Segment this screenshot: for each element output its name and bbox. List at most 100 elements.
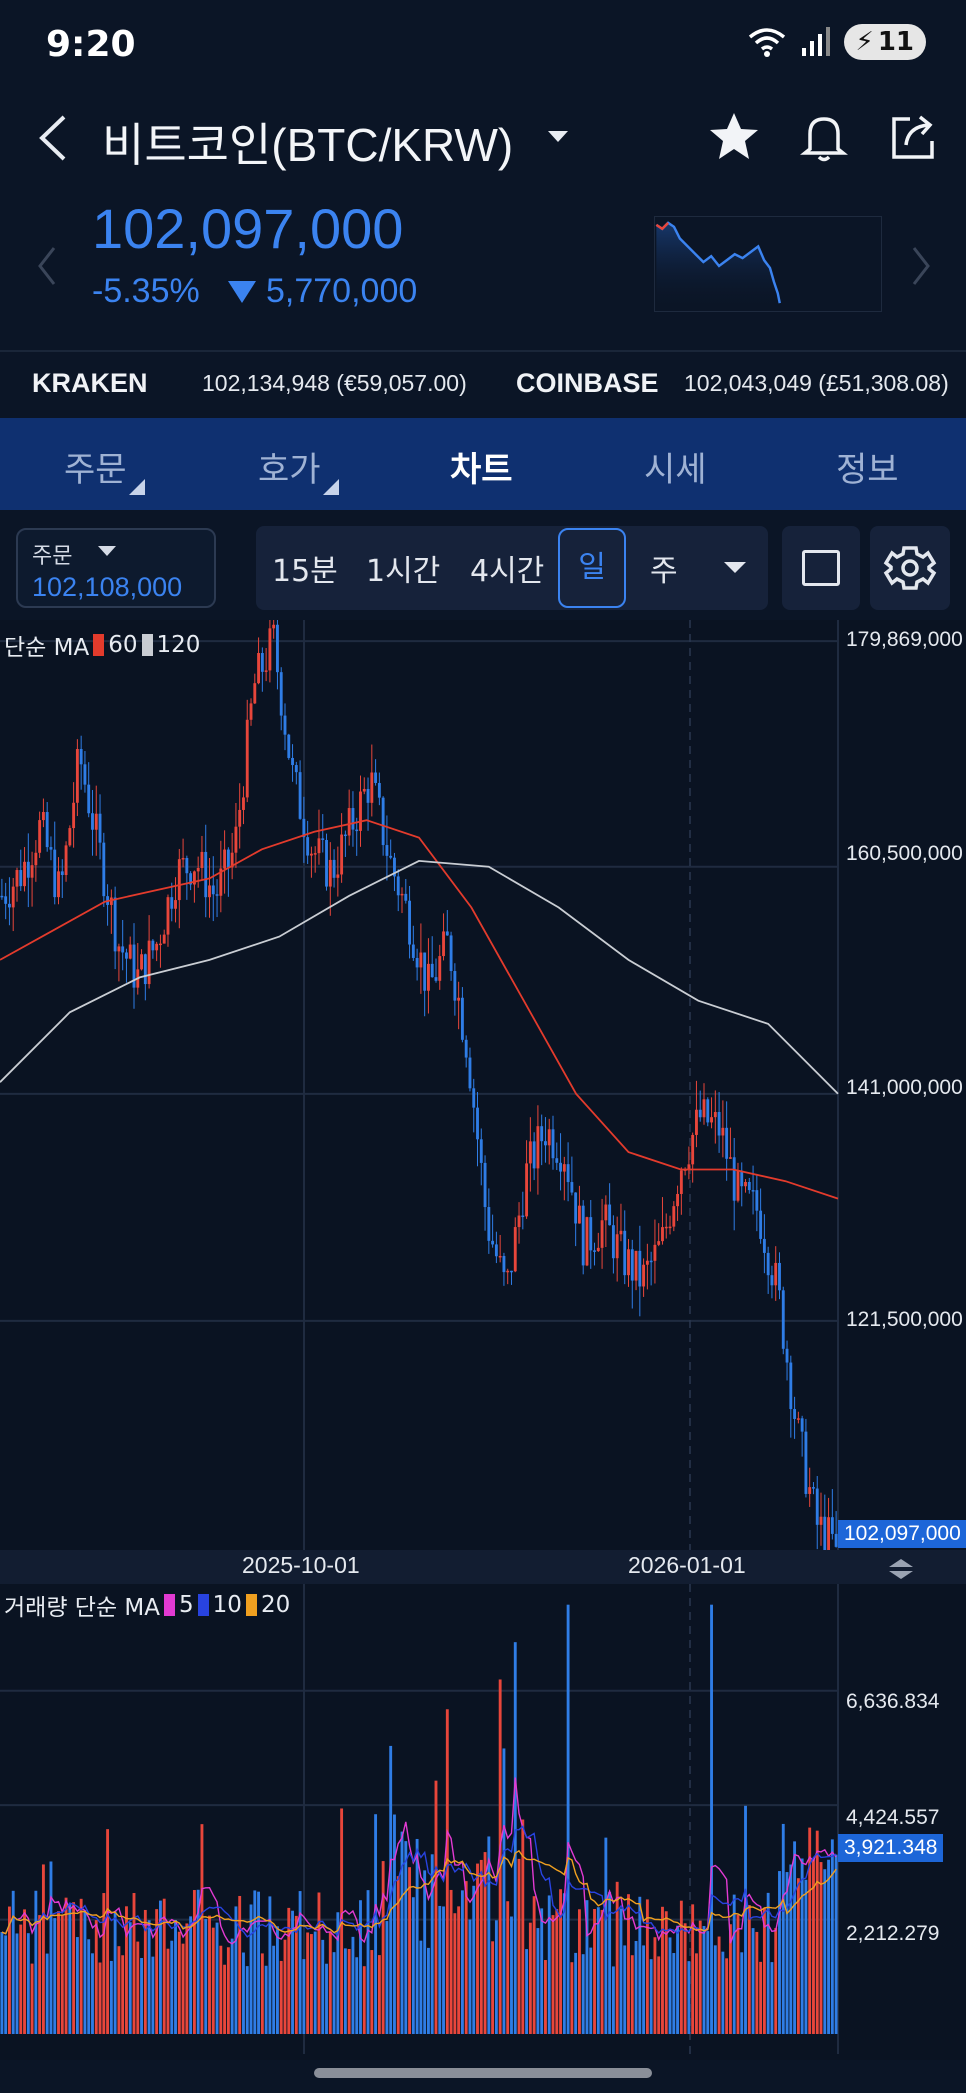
candle — [823, 1516, 827, 1550]
exchange-name: COINBASE — [516, 368, 659, 398]
market-dropdown-icon[interactable] — [548, 131, 568, 142]
candle — [796, 1418, 800, 1420]
candle — [570, 1182, 574, 1193]
candle — [185, 857, 189, 874]
vol-y-tick-label: 2,212.279 — [846, 1922, 940, 1945]
candle — [691, 1134, 695, 1165]
period-day[interactable]: 일 — [558, 528, 626, 608]
candle — [57, 871, 60, 898]
tab-order[interactable]: 주문 — [64, 442, 145, 495]
volume-bar — [589, 1947, 593, 2034]
volume-bar — [498, 1679, 502, 2034]
period-4h[interactable]: 4시간 — [470, 554, 545, 589]
order-value: 102,108,000 — [32, 572, 183, 602]
x-tick-label: 2026-01-01 — [628, 1552, 746, 1578]
price-chart[interactable] — [0, 620, 966, 1550]
candle — [374, 772, 378, 783]
volume-bar — [725, 1958, 729, 2034]
volume-bar — [0, 1932, 4, 2034]
volume-bar — [125, 1906, 128, 2034]
mini-price-chart — [654, 216, 882, 312]
order-price-box[interactable]: 주문 102,108,000 — [16, 528, 216, 608]
candle — [242, 797, 245, 810]
candle — [536, 1126, 540, 1169]
exchange-name: KRAKEN — [32, 368, 148, 398]
candle — [608, 1204, 612, 1226]
star-icon[interactable] — [706, 109, 762, 165]
candle — [294, 765, 298, 773]
candle — [800, 1418, 804, 1432]
volume-bar — [691, 1904, 695, 2034]
volume-bar — [774, 1928, 778, 2034]
candle — [264, 670, 268, 672]
tab-chart[interactable]: 차트 — [450, 450, 513, 490]
period-dropdown-icon[interactable] — [724, 562, 746, 573]
candle — [226, 849, 230, 868]
volume-chart[interactable] — [0, 1584, 966, 2054]
volume-bar — [611, 1966, 615, 2034]
candle — [15, 870, 19, 887]
candle — [19, 870, 23, 887]
candle — [453, 971, 457, 1001]
candle — [834, 1533, 838, 1547]
candle — [491, 1240, 495, 1245]
volume-bar — [185, 1923, 189, 2034]
candle — [287, 734, 291, 758]
candle — [623, 1230, 627, 1276]
resize-handle-icon[interactable] — [886, 1556, 916, 1582]
back-arrow-icon[interactable] — [34, 113, 74, 163]
volume-bar — [808, 1827, 812, 2034]
volume-bar — [789, 1864, 793, 2034]
volume-bar — [57, 1911, 60, 2034]
volume-bar — [396, 1876, 400, 2034]
candle — [34, 852, 38, 866]
volume-bar — [162, 1898, 166, 2034]
candle — [562, 1164, 566, 1172]
volume-bar — [45, 1953, 49, 2034]
prev-market-icon[interactable] — [36, 246, 58, 286]
change-amount-value: 5,770,000 — [266, 272, 418, 310]
volume-bar — [721, 1951, 725, 2034]
volume-bar — [136, 1941, 140, 2034]
settings-button[interactable] — [870, 526, 950, 610]
volume-bar — [664, 1911, 668, 2034]
candle — [400, 893, 404, 896]
tab-label: 주문 — [64, 450, 127, 490]
candle — [619, 1230, 623, 1235]
volume-bar — [151, 1956, 155, 2034]
chart-type-button[interactable] — [782, 526, 860, 610]
tab-market-price[interactable]: 시세 — [644, 450, 707, 490]
volume-bar — [355, 1957, 359, 2034]
period-1h[interactable]: 1시간 — [366, 554, 441, 589]
market-title[interactable]: 비트코인(BTC/KRW) — [102, 119, 514, 171]
period-week[interactable]: 주 — [650, 554, 678, 589]
candle — [370, 772, 374, 803]
candle — [627, 1249, 630, 1276]
candle — [64, 845, 68, 876]
volume-bar — [713, 1945, 717, 2034]
candle — [166, 897, 170, 935]
y-tick-label: 141,000,000 — [846, 1076, 963, 1099]
chart-area[interactable]: 단순 MA 60 120 179,869,000 160,500,000 141… — [0, 620, 966, 2060]
volume-bar — [800, 1858, 804, 2034]
candle — [189, 873, 193, 885]
volume-bar — [370, 1950, 374, 2034]
period-selector: 15분 1시간 4시간 일 주 — [256, 526, 768, 610]
next-market-icon[interactable] — [910, 246, 932, 286]
volume-bar — [755, 1931, 759, 2034]
volume-bar — [815, 1830, 819, 2034]
candle — [679, 1170, 683, 1194]
candle — [45, 812, 49, 848]
tab-info[interactable]: 정보 — [836, 450, 899, 490]
bell-icon[interactable] — [796, 109, 852, 165]
candle — [215, 894, 219, 896]
period-15m[interactable]: 15분 — [272, 554, 338, 589]
tab-orderbook[interactable]: 호가 — [258, 442, 339, 495]
candle — [83, 764, 87, 785]
home-indicator[interactable] — [314, 2068, 652, 2078]
share-icon[interactable] — [886, 109, 942, 165]
candle — [336, 874, 340, 878]
bolt-icon: ⚡ — [855, 27, 874, 57]
legend-ma1: 5 — [179, 1592, 194, 1618]
candle — [174, 900, 177, 909]
